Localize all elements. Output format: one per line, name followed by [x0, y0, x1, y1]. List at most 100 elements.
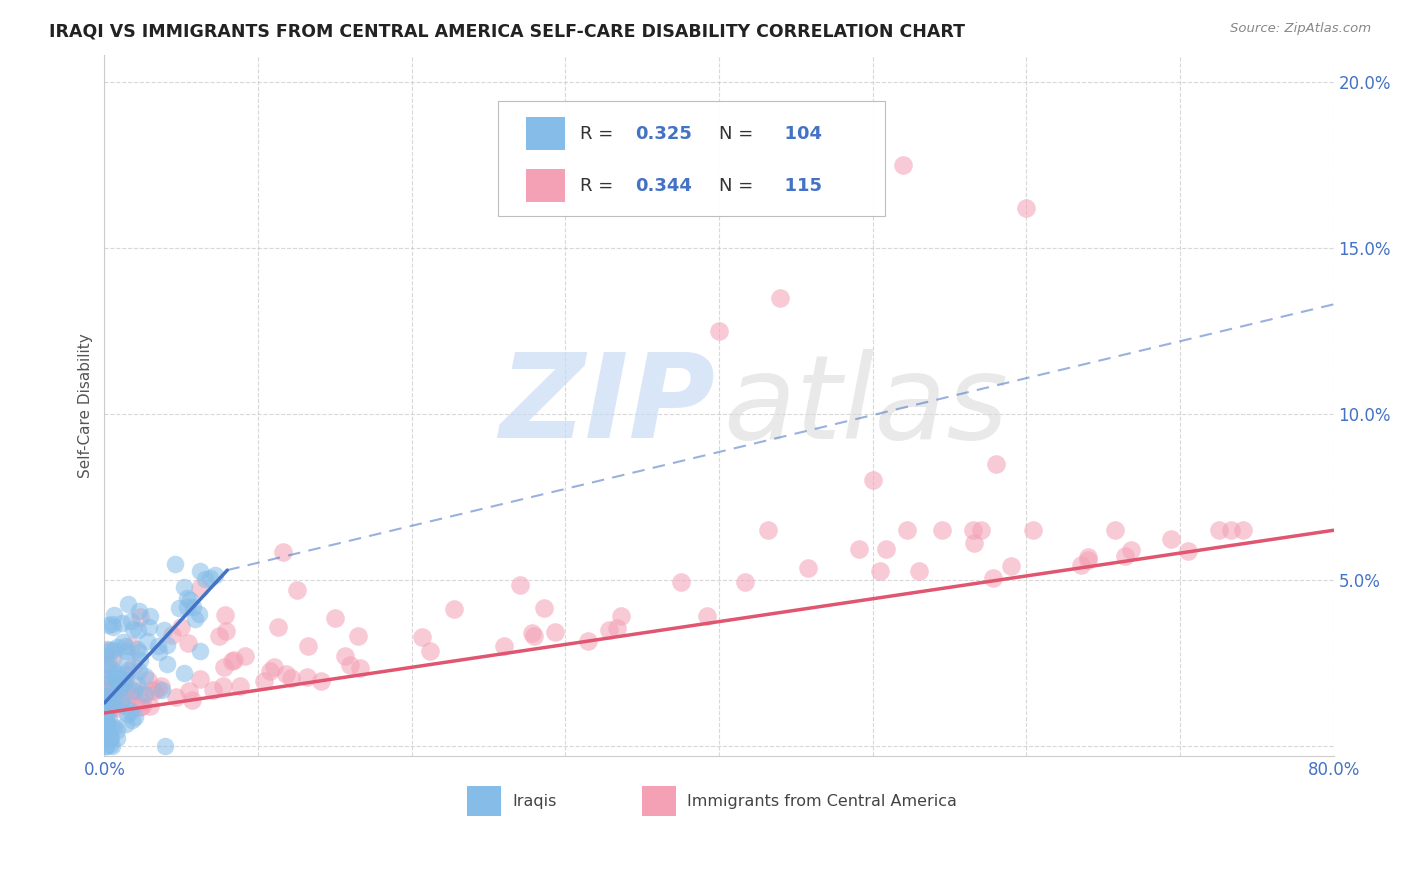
Point: [156, 657, 179, 672]
Point: [108, 681, 131, 696]
Point: [122, 683, 145, 698]
Point: [127, 623, 149, 637]
Point: [981, 570, 1004, 584]
Point: [122, 684, 145, 698]
Point: [94, 709, 117, 723]
Point: [259, 664, 281, 678]
Point: [969, 523, 991, 537]
Point: [100, 720, 122, 734]
Point: [443, 602, 465, 616]
Point: [419, 643, 441, 657]
Point: [115, 717, 138, 731]
Text: atlas: atlas: [723, 349, 1008, 463]
Point: [263, 660, 285, 674]
Text: 115: 115: [772, 177, 823, 194]
Point: [266, 620, 288, 634]
Point: [97, 703, 120, 717]
Point: [117, 663, 139, 677]
Point: [105, 672, 128, 686]
Point: [797, 561, 820, 575]
Point: [114, 699, 136, 714]
Point: [202, 683, 225, 698]
Point: [1000, 559, 1022, 574]
Point: [117, 691, 139, 706]
Point: [105, 640, 128, 654]
Point: [707, 324, 730, 338]
Point: [908, 565, 931, 579]
Point: [131, 695, 153, 709]
Point: [271, 545, 294, 559]
Point: [233, 649, 256, 664]
Y-axis label: Self-Care Disability: Self-Care Disability: [79, 334, 93, 478]
Point: [136, 673, 159, 688]
Text: 0.344: 0.344: [636, 177, 692, 194]
Point: [214, 608, 236, 623]
FancyBboxPatch shape: [498, 101, 884, 217]
Bar: [526, 169, 565, 202]
Point: [128, 604, 150, 618]
Point: [101, 663, 124, 677]
Point: [128, 610, 150, 624]
Point: [1208, 523, 1230, 537]
Point: [285, 582, 308, 597]
Point: [112, 673, 135, 687]
Point: [96, 729, 118, 743]
Point: [349, 661, 371, 675]
Point: [107, 674, 129, 689]
Point: [139, 699, 162, 714]
Text: R =: R =: [581, 125, 619, 143]
Point: [1121, 543, 1143, 558]
Point: [181, 600, 204, 615]
Point: [179, 593, 201, 607]
Point: [120, 704, 142, 718]
Point: [101, 697, 124, 711]
Text: ZIP: ZIP: [499, 348, 716, 463]
Point: [1077, 553, 1099, 567]
Point: [94, 648, 117, 663]
Point: [110, 694, 132, 708]
Point: [97, 725, 120, 739]
Point: [149, 679, 172, 693]
Point: [170, 620, 193, 634]
Point: [121, 622, 143, 636]
Point: [274, 667, 297, 681]
Point: [323, 610, 346, 624]
Point: [134, 669, 156, 683]
Point: [1069, 558, 1091, 572]
Point: [523, 630, 546, 644]
Point: [173, 580, 195, 594]
Point: [128, 700, 150, 714]
Point: [104, 666, 127, 681]
Text: Immigrants from Central America: Immigrants from Central America: [688, 794, 957, 808]
Point: [121, 713, 143, 727]
Point: [333, 649, 356, 664]
Point: [224, 653, 246, 667]
Point: [598, 623, 620, 637]
Point: [1220, 523, 1243, 537]
Point: [228, 679, 250, 693]
Point: [103, 720, 125, 734]
Point: [346, 628, 368, 642]
Point: [190, 581, 212, 595]
Point: [114, 667, 136, 681]
Text: N =: N =: [718, 177, 759, 194]
Point: [97, 712, 120, 726]
Point: [153, 624, 176, 638]
Point: [98, 739, 121, 753]
Point: [103, 697, 125, 711]
Point: [103, 608, 125, 623]
Point: [94, 699, 117, 714]
Point: [96, 716, 118, 731]
Point: [280, 671, 302, 685]
Point: [112, 675, 135, 690]
Point: [112, 690, 135, 705]
Point: [194, 572, 217, 586]
Point: [111, 676, 134, 690]
Point: [138, 620, 160, 634]
Point: [893, 158, 915, 172]
Point: [94, 674, 117, 689]
Point: [105, 731, 128, 746]
Point: [165, 690, 187, 704]
Point: [134, 687, 156, 701]
Point: [97, 618, 120, 632]
